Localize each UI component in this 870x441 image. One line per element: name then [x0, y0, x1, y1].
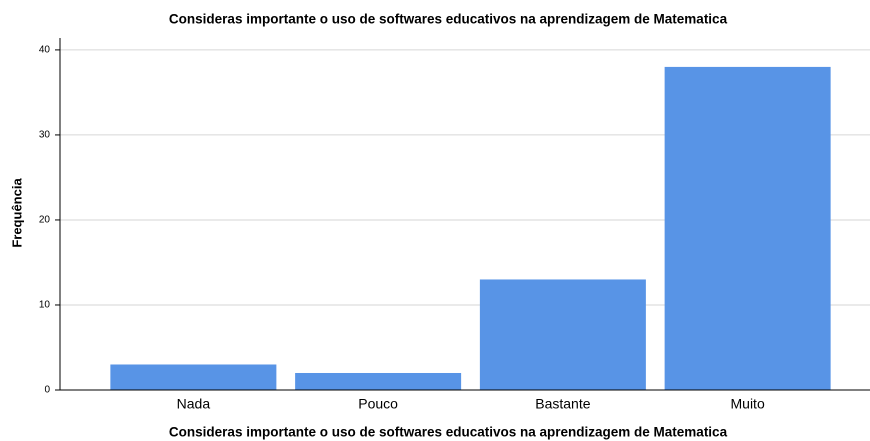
- x-tick-label: Pouco: [358, 396, 398, 412]
- x-tick-label: Nada: [177, 396, 211, 412]
- x-tick-label: Muito: [731, 396, 765, 412]
- y-tick-label: 0: [44, 385, 50, 396]
- y-tick-label: 30: [39, 130, 51, 141]
- x-tick-label: Bastante: [535, 396, 590, 412]
- bar: [664, 66, 831, 391]
- y-tick-label: 40: [39, 45, 51, 56]
- bar: [295, 372, 462, 390]
- bar: [479, 279, 646, 390]
- y-tick-label: 20: [39, 215, 51, 226]
- y-axis-label: Frequência: [9, 178, 24, 248]
- y-tick-label: 10: [39, 300, 51, 311]
- bar: [110, 364, 277, 390]
- chart-title: Consideras importante o uso de softwares…: [169, 12, 728, 27]
- x-axis-label: Consideras importante o uso de softwares…: [169, 425, 728, 440]
